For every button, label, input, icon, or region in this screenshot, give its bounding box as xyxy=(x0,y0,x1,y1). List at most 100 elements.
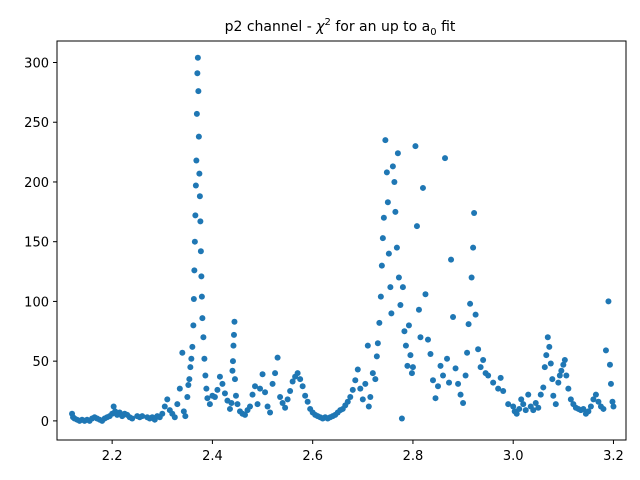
data-point xyxy=(513,410,520,417)
data-point xyxy=(376,319,383,326)
data-point xyxy=(471,210,478,217)
x-tick-label: 2.8 xyxy=(403,449,424,464)
x-tick-label: 3.2 xyxy=(603,449,624,464)
data-point xyxy=(398,415,405,422)
data-point xyxy=(200,334,207,341)
data-point xyxy=(419,184,426,191)
data-point xyxy=(384,199,391,206)
data-point xyxy=(377,293,384,300)
data-point xyxy=(252,383,259,390)
data-point xyxy=(477,364,484,371)
data-point xyxy=(378,262,385,269)
data-point xyxy=(452,365,459,372)
data-point xyxy=(174,401,181,408)
data-point xyxy=(550,392,557,399)
data-point xyxy=(567,396,574,403)
y-tick-label: 100 xyxy=(24,295,49,310)
chart-title-prefix: p2 channel - xyxy=(225,19,317,35)
data-point xyxy=(272,370,279,377)
data-point xyxy=(198,293,205,300)
data-point xyxy=(198,273,205,280)
data-point xyxy=(199,315,206,322)
data-point xyxy=(196,193,203,200)
data-point xyxy=(164,396,171,403)
data-point xyxy=(231,318,238,325)
data-point xyxy=(180,408,187,415)
data-point xyxy=(549,376,556,383)
data-point xyxy=(408,370,415,377)
data-point xyxy=(457,391,464,398)
data-point xyxy=(505,401,512,408)
data-point xyxy=(409,364,416,371)
y-tick-label: 300 xyxy=(24,57,49,72)
data-point xyxy=(344,398,351,405)
plot-frame xyxy=(56,40,627,441)
data-point xyxy=(561,356,568,363)
data-point xyxy=(399,284,406,291)
data-point xyxy=(230,342,237,349)
data-point xyxy=(349,386,356,393)
data-point xyxy=(216,373,223,380)
data-point xyxy=(159,410,166,417)
data-point xyxy=(232,392,239,399)
data-point xyxy=(249,391,256,398)
x-tick-label: 2.6 xyxy=(302,449,323,464)
data-point xyxy=(364,342,371,349)
data-point xyxy=(197,248,204,255)
y-tick-label: 150 xyxy=(24,236,49,251)
data-point xyxy=(395,274,402,281)
data-point xyxy=(269,380,276,387)
data-point xyxy=(552,401,559,408)
data-point xyxy=(606,361,613,368)
data-point xyxy=(558,367,565,374)
axes: 2.2 2.4 2.6 2.8 3.0 3.2 0 50 100 150 200 250 300 xyxy=(24,40,627,464)
data-point xyxy=(413,223,420,230)
data-point xyxy=(585,408,592,415)
data-point xyxy=(556,372,563,379)
data-point xyxy=(540,384,547,391)
data-point xyxy=(187,364,194,371)
data-point xyxy=(192,182,199,189)
data-point xyxy=(365,403,372,410)
data-point xyxy=(532,399,539,406)
data-point xyxy=(547,360,554,367)
data-point xyxy=(462,372,469,379)
data-point xyxy=(468,274,475,281)
data-point xyxy=(610,403,617,410)
data-point xyxy=(229,358,236,365)
data-point xyxy=(277,393,284,400)
data-point xyxy=(367,393,374,400)
data-point xyxy=(229,367,236,374)
data-point xyxy=(520,401,527,408)
data-point xyxy=(259,371,266,378)
data-point xyxy=(254,401,261,408)
data-point xyxy=(563,372,570,379)
data-point xyxy=(176,385,183,392)
y-tick-label: 200 xyxy=(24,176,49,191)
data-point xyxy=(197,218,204,225)
data-point xyxy=(605,298,612,305)
data-point xyxy=(242,411,248,418)
data-point xyxy=(192,212,199,219)
data-point xyxy=(139,413,146,420)
data-point xyxy=(402,342,409,349)
data-point xyxy=(592,391,599,398)
data-point xyxy=(404,362,411,369)
data-point xyxy=(455,380,462,387)
data-point xyxy=(264,403,271,410)
chart-title: p2 channel - χ2 for an up to a0 fit xyxy=(225,17,456,38)
data-point xyxy=(609,398,616,405)
data-point xyxy=(179,349,186,356)
data-point xyxy=(590,396,597,403)
data-point xyxy=(383,169,390,176)
chart-title-suffix: fit xyxy=(437,19,456,35)
data-point xyxy=(294,370,301,377)
data-point xyxy=(541,364,548,371)
data-point xyxy=(602,347,609,354)
data-point xyxy=(110,403,117,410)
data-point xyxy=(357,385,364,392)
data-point xyxy=(354,366,361,373)
data-point xyxy=(374,340,381,347)
data-point xyxy=(518,396,525,403)
data-point xyxy=(287,388,294,395)
